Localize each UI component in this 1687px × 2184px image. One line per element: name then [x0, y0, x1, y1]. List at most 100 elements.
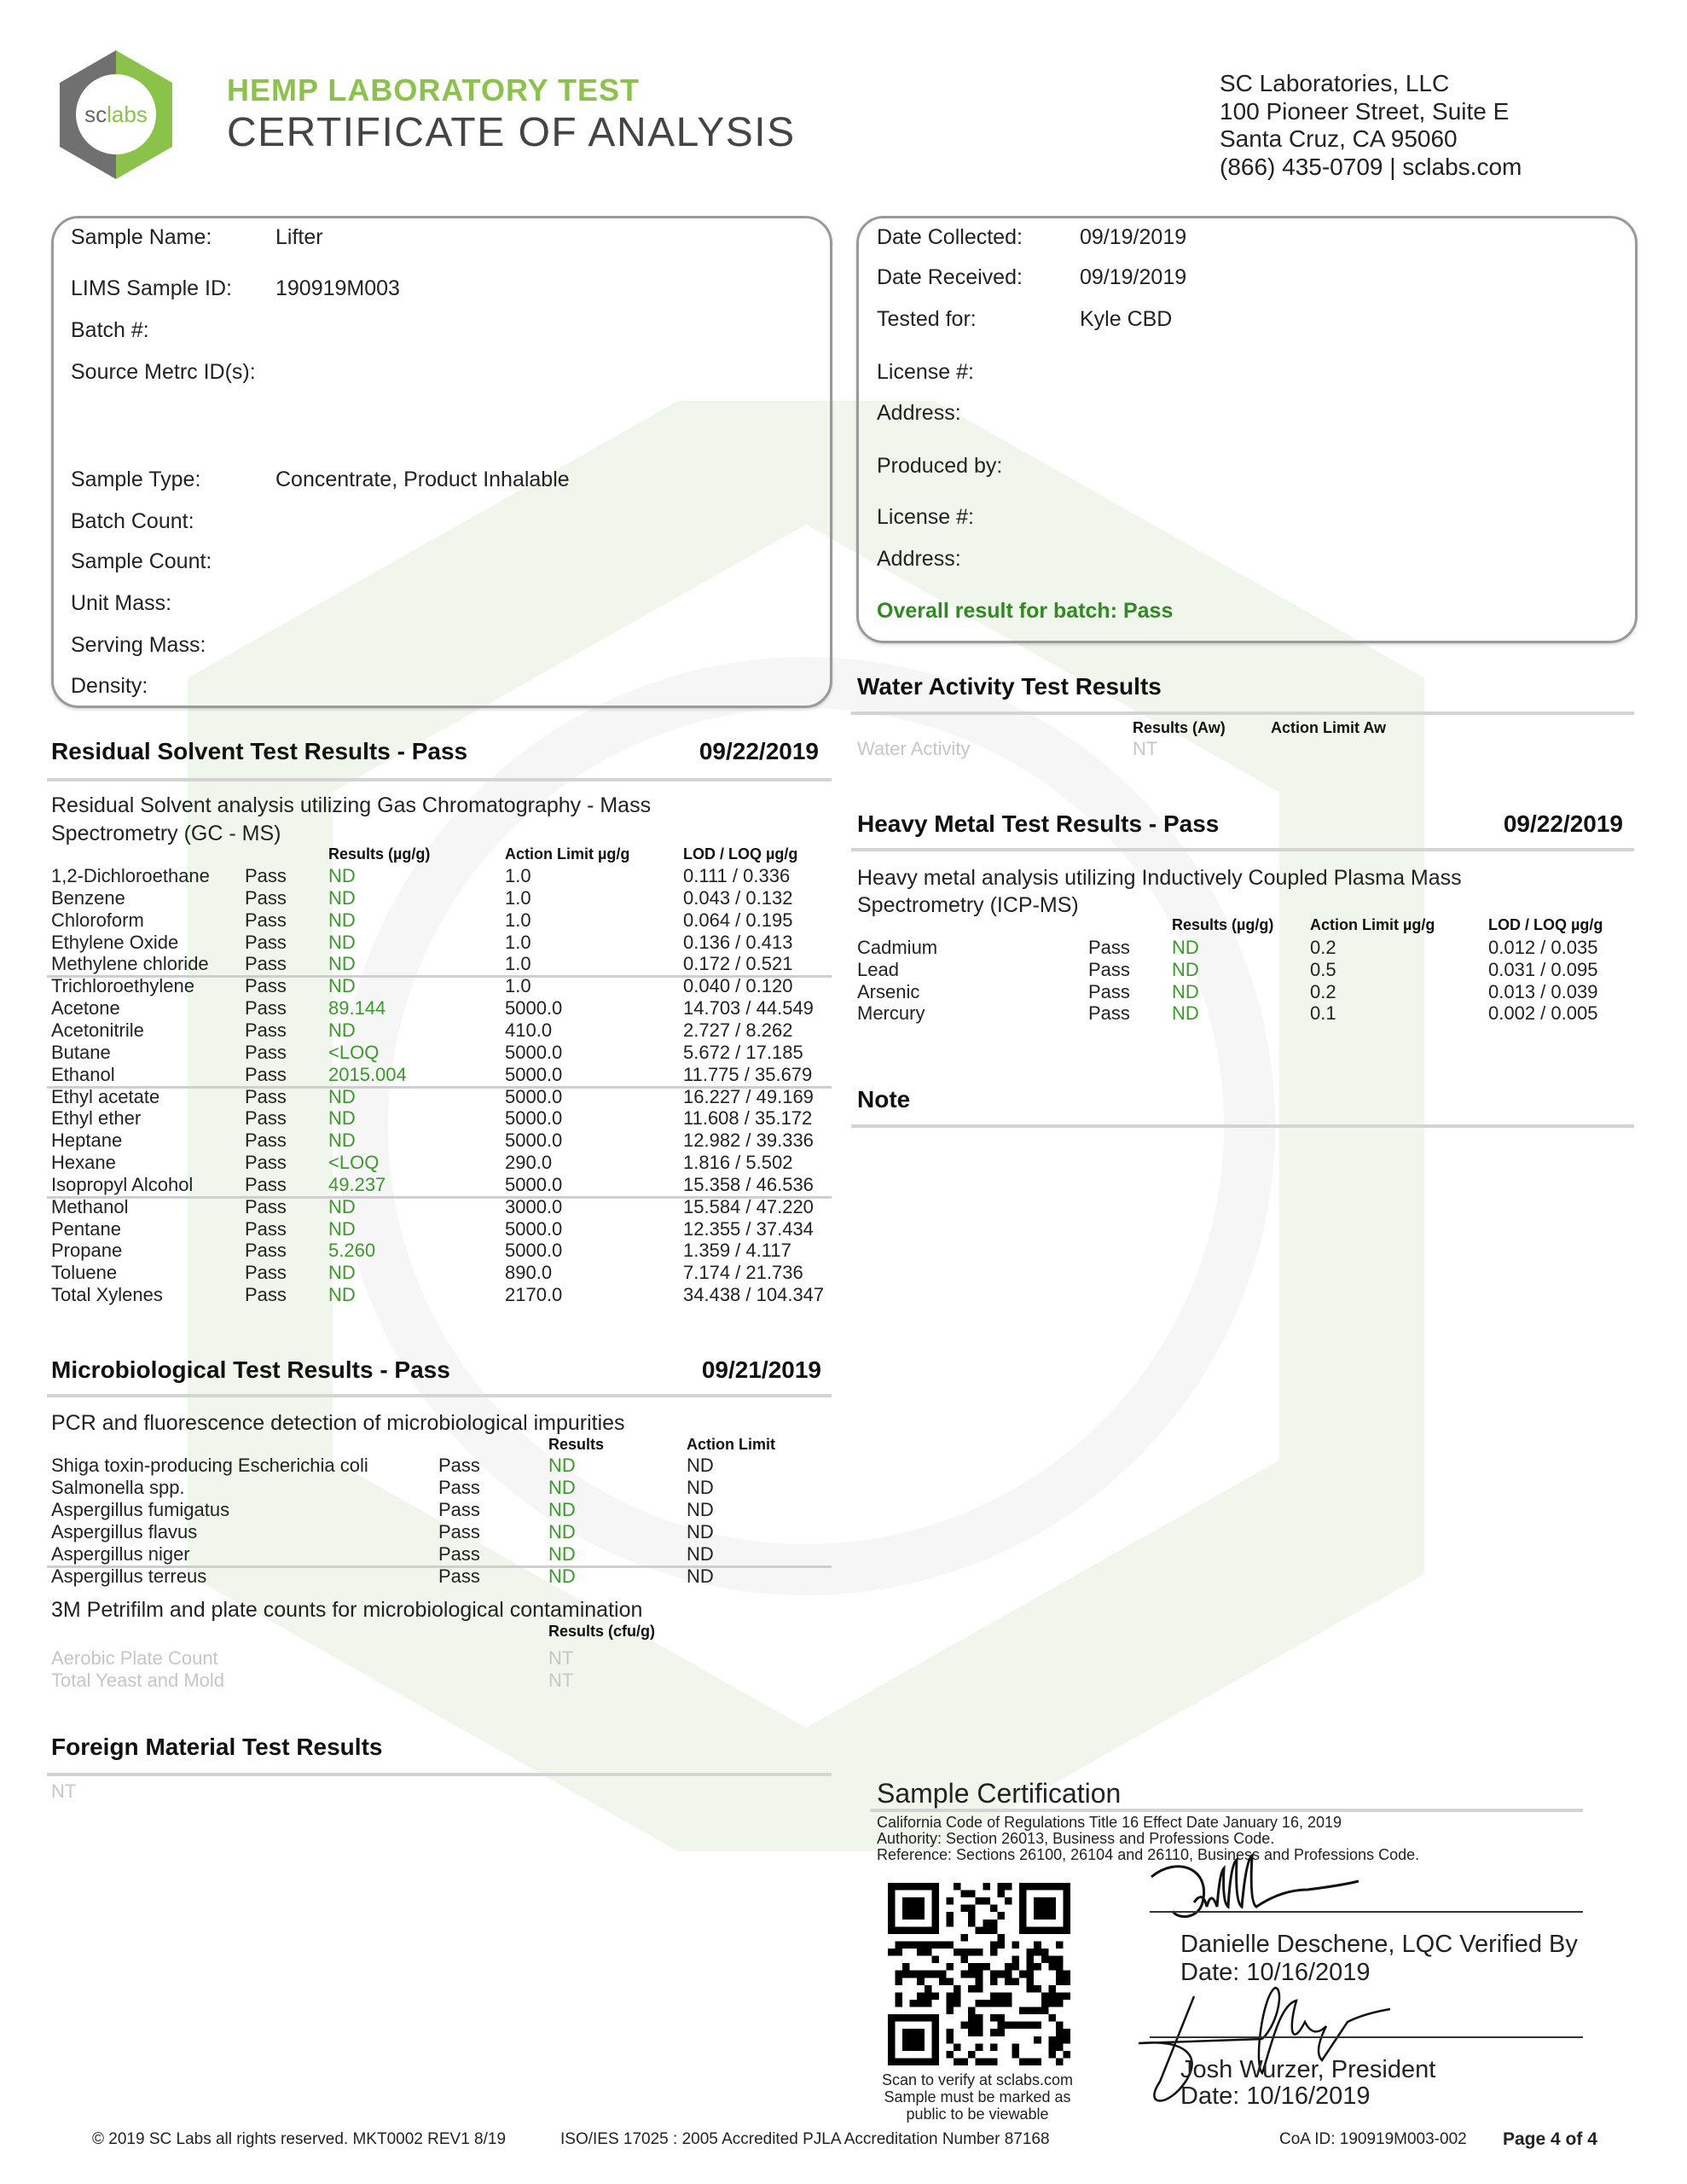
address-line: Santa Cruz, CA 95060: [1220, 125, 1458, 152]
signature-danielle: [1151, 1852, 1359, 1919]
solvent-action-limit: 410.0: [505, 1019, 553, 1041]
client-info-label: Address:: [877, 401, 961, 425]
signer-name: Danielle Deschene, LQC Verified By: [1180, 1931, 1578, 1958]
solvent-result: ND: [328, 865, 356, 886]
solvent-lod-loq: 0.136 / 0.413: [683, 931, 793, 953]
solvent-status: Pass: [245, 931, 287, 953]
solvent-status: Pass: [245, 1173, 287, 1195]
solvent-name: Ethyl ether: [51, 1107, 142, 1130]
solvent-action-limit: 5000.0: [505, 1107, 563, 1130]
organism-result: ND: [548, 1499, 576, 1520]
verification-qr-code[interactable]: [887, 1883, 1071, 2065]
metal-result: ND: [1172, 958, 1199, 980]
solvent-result: ND: [328, 1284, 356, 1306]
solvent-name: Methanol: [51, 1195, 129, 1217]
metal-lod-loq: 0.012 / 0.035: [1488, 937, 1598, 958]
solvent-status: Pass: [245, 953, 287, 975]
solvent-result: ND: [328, 1262, 356, 1284]
solvent-action-limit: 5000.0: [505, 1240, 563, 1262]
regulation-line: Reference: Sections 26100, 26104 and 261…: [877, 1846, 1420, 1863]
client-info-box: [856, 216, 1638, 643]
solvent-status: Pass: [245, 1217, 287, 1240]
solvent-name: Trichloroethylene: [51, 975, 194, 997]
solvent-name: Pentane: [51, 1217, 121, 1240]
solvent-result: <LOQ: [328, 1152, 380, 1174]
divider: [851, 1124, 1634, 1128]
metal-name: Arsenic: [857, 980, 920, 1002]
metal-lod-loq: 0.002 / 0.005: [1488, 1002, 1598, 1025]
signature-line: [1150, 2036, 1583, 2038]
client-info-label: Date Received:: [877, 265, 1023, 289]
sample-info-label: Density:: [71, 674, 148, 698]
signer-date: Date: 10/16/2019: [1180, 2082, 1371, 2110]
divider: [851, 848, 1634, 851]
organism-result: ND: [548, 1477, 576, 1498]
solvent-result: ND: [328, 909, 356, 931]
metal-lod-loq: 0.031 / 0.095: [1488, 958, 1598, 980]
solvent-status: Pass: [245, 1019, 287, 1041]
solvent-action-limit: 5000.0: [505, 1063, 563, 1085]
solvent-name: Acetonitrile: [51, 1019, 144, 1041]
column-header: Results (cfu/g): [548, 1623, 656, 1640]
solvent-lod-loq: 0.040 / 0.120: [683, 975, 793, 997]
column-header: Results: [548, 1436, 605, 1453]
solvent-lod-loq: 0.064 / 0.195: [683, 909, 793, 931]
column-header: Results (µg/g): [1172, 916, 1274, 933]
heavy-metal-description: Heavy metal analysis utilizing Inductive…: [857, 866, 1462, 890]
solvent-action-limit: 5000.0: [505, 1085, 563, 1107]
solvent-result: 89.144: [328, 997, 386, 1019]
water-activity-label: Water Activity: [857, 738, 971, 759]
signer-date: Date: 10/16/2019: [1180, 1959, 1371, 1986]
solvent-result: ND: [328, 886, 356, 909]
organism-name: Aspergillus terreus: [51, 1565, 207, 1587]
solvent-lod-loq: 11.608 / 35.172: [683, 1107, 813, 1130]
solvent-lod-loq: 5.672 / 17.185: [683, 1041, 803, 1063]
solvent-name: Benzene: [51, 886, 125, 909]
footer-copyright: © 2019 SC Labs all rights reserved. MKT0…: [92, 2130, 507, 2148]
sample-info-label: Serving Mass:: [71, 633, 206, 657]
solvent-status: Pass: [245, 997, 287, 1019]
regulation-line: Authority: Section 26013, Business and P…: [877, 1830, 1275, 1847]
solvent-name: Acetone: [51, 997, 120, 1019]
qr-caption-line: public to be viewable: [906, 2106, 1049, 2123]
metal-status: Pass: [1088, 937, 1130, 958]
solvent-status: Pass: [245, 865, 287, 886]
column-header: Action Limit µg/g: [1310, 916, 1435, 933]
solvent-name: Ethanol: [51, 1063, 115, 1085]
column-header: Action Limit Aw: [1271, 719, 1386, 736]
solvent-lod-loq: 1.359 / 4.117: [683, 1240, 791, 1262]
report-title: CERTIFICATE OF ANALYSIS: [227, 110, 796, 155]
solvent-name: Hexane: [51, 1152, 116, 1174]
solvent-action-limit: 1.0: [505, 953, 531, 975]
plate-count-result: NT: [548, 1647, 574, 1669]
metal-action-limit: 0.2: [1310, 980, 1336, 1002]
solvent-result: ND: [328, 1130, 356, 1152]
organism-name: Shiga toxin-producing Escherichia coli: [51, 1455, 368, 1476]
metal-status: Pass: [1088, 1002, 1130, 1025]
client-info-value: Kyle CBD: [1080, 307, 1173, 331]
solvent-lod-loq: 7.174 / 21.736: [683, 1262, 803, 1284]
organism-name: Aspergillus flavus: [51, 1521, 198, 1542]
sample-info-label: Sample Name:: [71, 225, 212, 249]
solvent-action-limit: 2170.0: [505, 1284, 563, 1306]
client-info-value: 09/19/2019: [1080, 265, 1187, 289]
organism-name: Salmonella spp.: [51, 1477, 185, 1498]
footer-accreditation: ISO/IES 17025 : 2005 Accredited PJLA Acc…: [560, 2130, 1050, 2148]
solvent-status: Pass: [245, 1284, 287, 1306]
address-line: (866) 435-0709 | sclabs.com: [1220, 153, 1522, 180]
solvent-result: ND: [328, 1019, 356, 1041]
sample-info-label: Sample Count:: [71, 549, 212, 573]
sample-info-label: Unit Mass:: [71, 591, 172, 615]
client-info-label: Address:: [877, 547, 961, 571]
organism-result: ND: [548, 1543, 576, 1565]
solvent-status: Pass: [245, 975, 287, 997]
organism-status: Pass: [438, 1455, 480, 1476]
solvent-lod-loq: 15.358 / 46.536: [683, 1173, 814, 1195]
residual-solvent-description: Spectrometry (GC - MS): [51, 822, 281, 845]
certification-title: Sample Certification: [877, 1778, 1122, 1809]
divider: [47, 1394, 832, 1397]
client-info-label: License #:: [877, 360, 974, 384]
solvent-lod-loq: 12.982 / 39.336: [683, 1130, 814, 1152]
organism-action-limit: ND: [687, 1543, 714, 1565]
solvent-lod-loq: 34.438 / 104.347: [683, 1284, 825, 1306]
